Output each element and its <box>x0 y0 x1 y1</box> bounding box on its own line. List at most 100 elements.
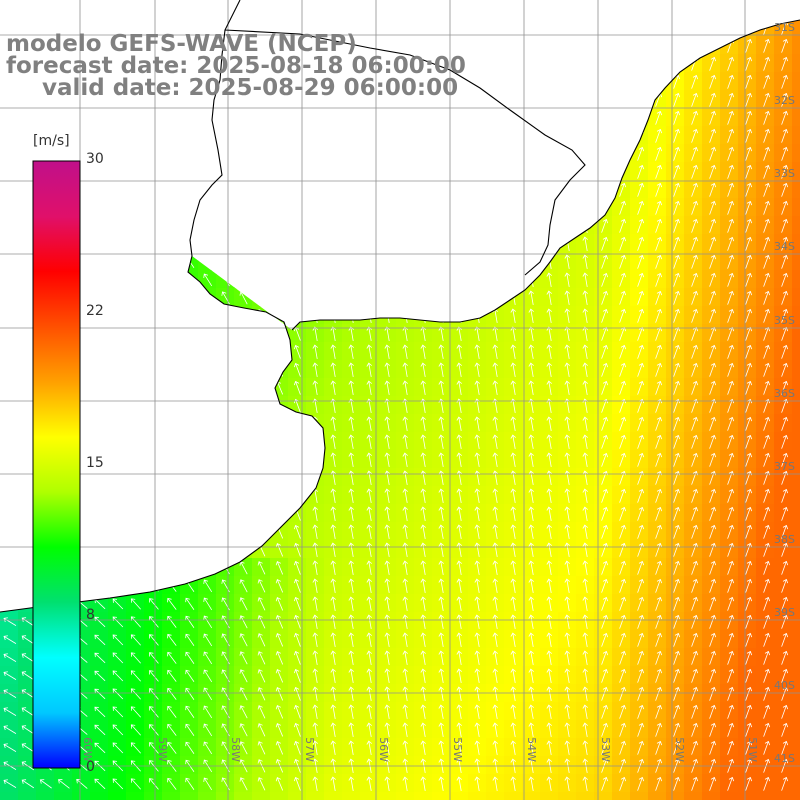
field-cell <box>198 792 217 800</box>
field-cell <box>306 702 325 721</box>
wind-arrow <box>564 560 571 575</box>
field-cell <box>702 378 721 397</box>
wind-arrow <box>438 704 445 719</box>
field-cell <box>612 72 631 91</box>
field-cell <box>342 108 361 127</box>
field-cell <box>792 198 800 217</box>
wind-arrow <box>601 578 609 593</box>
wind-arrow <box>366 776 373 791</box>
wind-arrow <box>474 740 481 755</box>
field-cell <box>540 342 559 361</box>
wind-arrow <box>149 598 159 610</box>
wind-arrow <box>21 4 35 16</box>
wind-arrow <box>167 363 177 376</box>
wind-arrow <box>438 362 445 377</box>
field-cell <box>504 576 523 595</box>
field-cell <box>594 324 613 343</box>
field-cell <box>252 216 271 235</box>
wind-arrow <box>745 542 753 557</box>
lat-label: 34S <box>774 240 795 253</box>
wind-arrow <box>402 578 409 593</box>
wind-arrow <box>438 182 445 197</box>
field-cell <box>756 108 775 127</box>
wind-arrow <box>492 542 499 557</box>
wind-arrow <box>130 580 141 592</box>
wind-arrow <box>546 596 553 611</box>
field-cell <box>108 522 127 541</box>
field-cell <box>306 342 325 361</box>
wind-arrow <box>763 38 771 53</box>
field-cell <box>738 504 757 523</box>
wind-arrow <box>348 434 355 449</box>
wind-arrow <box>763 632 771 647</box>
wind-arrow <box>474 614 481 629</box>
field-cell <box>432 180 451 199</box>
wind-arrow <box>330 740 337 755</box>
wind-arrow <box>384 344 391 359</box>
field-cell <box>180 216 199 235</box>
field-cell <box>666 144 685 163</box>
wind-arrow <box>727 650 735 665</box>
wind-arrow <box>619 560 627 575</box>
field-cell <box>630 720 649 739</box>
field-cell <box>360 720 379 739</box>
field-cell <box>522 468 541 487</box>
field-cell <box>270 288 289 307</box>
wind-arrow <box>312 542 319 557</box>
wind-arrow <box>420 542 427 557</box>
field-cell <box>486 360 505 379</box>
wind-arrow <box>763 416 771 431</box>
wind-arrow <box>745 164 753 179</box>
wind-arrow <box>366 470 373 485</box>
wind-arrow <box>456 434 463 449</box>
field-cell <box>774 486 793 505</box>
wind-arrow <box>312 434 319 449</box>
field-cell <box>414 252 433 271</box>
field-cell <box>90 126 109 145</box>
field-cell <box>252 234 271 253</box>
field-cell <box>576 252 595 271</box>
wind-arrow <box>637 614 645 629</box>
field-cell <box>450 20 469 37</box>
wind-arrow <box>727 632 735 647</box>
wind-arrow <box>112 670 124 682</box>
wind-arrow <box>727 128 735 143</box>
field-cell <box>396 288 415 307</box>
wind-arrow <box>402 290 409 305</box>
wind-arrow <box>112 508 124 520</box>
wind-arrow <box>438 254 445 269</box>
field-cell <box>468 234 487 253</box>
wind-arrow <box>366 542 373 557</box>
wind-arrow <box>185 147 195 160</box>
field-cell <box>144 0 163 19</box>
wind-arrow <box>239 669 248 683</box>
field-cell <box>576 702 595 721</box>
field-cell <box>360 540 379 559</box>
wind-arrow <box>167 543 177 556</box>
wind-arrow <box>456 254 463 269</box>
wind-arrow <box>564 308 571 323</box>
wind-arrow <box>221 489 230 503</box>
field-cell <box>396 594 415 613</box>
field-cell <box>306 324 325 343</box>
wind-arrow <box>601 308 609 323</box>
field-cell <box>756 432 775 451</box>
field-cell <box>666 108 685 127</box>
wind-arrow <box>745 740 753 755</box>
field-cell <box>486 234 505 253</box>
wind-arrow <box>149 382 159 394</box>
field-cell <box>540 504 559 523</box>
wind-arrow <box>366 3 373 18</box>
wind-arrow <box>257 255 266 269</box>
field-cell <box>468 108 487 127</box>
field-cell <box>90 522 109 541</box>
wind-arrow <box>564 704 571 719</box>
wind-arrow <box>763 344 771 359</box>
wind-arrow <box>293 362 301 377</box>
field-cell <box>648 288 667 307</box>
wind-arrow <box>185 183 195 196</box>
field-cell <box>504 54 523 73</box>
wind-arrow <box>203 543 213 557</box>
field-cell <box>486 666 505 685</box>
field-cell <box>720 504 739 523</box>
